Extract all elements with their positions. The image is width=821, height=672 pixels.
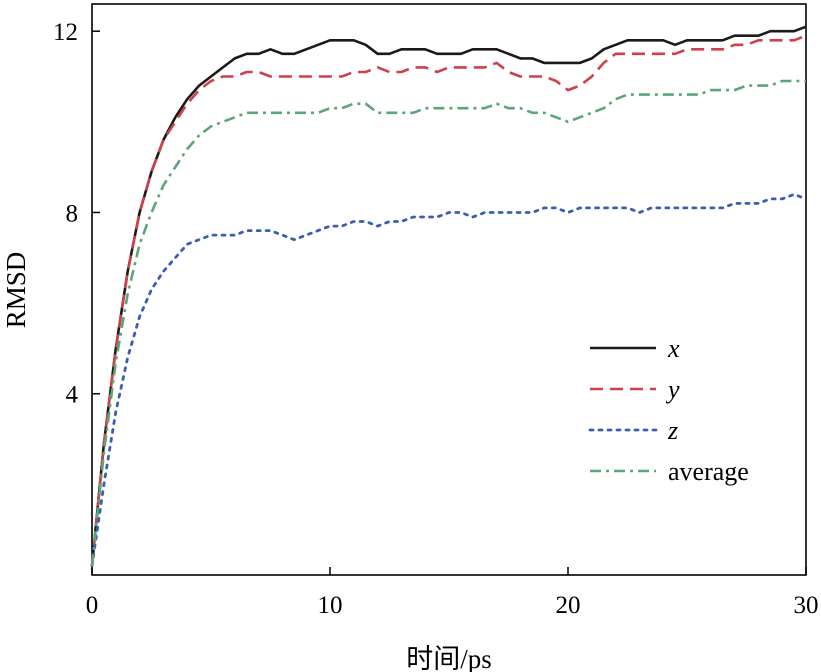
legend-label-z: z [667,416,678,445]
legend: xyz average [588,334,749,486]
series-line-average [90,79,806,567]
x-tick-label: 10 [318,592,343,619]
y-axis-title: RMSD [1,252,31,329]
y-tick-label: 4 [66,382,79,409]
x-axis-title: 时间/ps [406,644,492,672]
legend-label-average: average [668,457,749,486]
legend-label-x: x [667,334,680,363]
x-tick-label: 0 [86,592,99,619]
series-line-z [90,192,808,568]
axes: 0 10 20 30 4 8 12 [53,19,819,619]
series-line-y [90,34,807,567]
series-layer [90,25,808,568]
legend-label-y: y [665,375,680,404]
y-tick-label: 12 [53,19,78,46]
y-tick-label: 8 [66,200,79,227]
x-tick-label: 30 [794,592,819,619]
plot-frame [91,3,807,576]
series-line-x [90,25,807,567]
x-tick-label: 20 [556,592,581,619]
